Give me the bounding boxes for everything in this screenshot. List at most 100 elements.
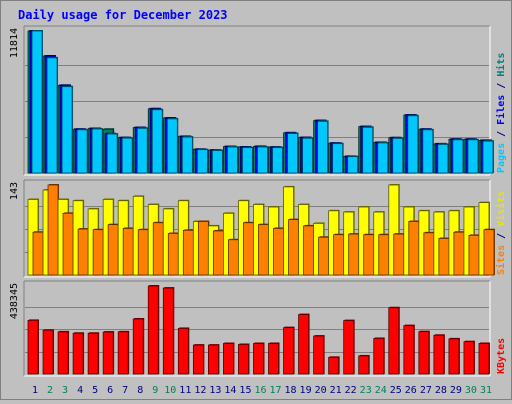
bar-sites bbox=[77, 228, 89, 276]
bar-kbytes bbox=[313, 335, 325, 375]
panel-kbytes: 438345 KBytes bbox=[9, 280, 507, 377]
bar-kbytes bbox=[328, 356, 340, 375]
bar-sites bbox=[92, 229, 104, 276]
x-tick-label: 31 bbox=[480, 385, 492, 396]
bar-pages bbox=[227, 146, 238, 174]
bar-kbytes bbox=[403, 325, 415, 375]
bar-kbytes bbox=[283, 327, 294, 375]
x-tick-label: 6 bbox=[107, 385, 113, 396]
panel-hits_files: 11814 Pages / Files / Hits bbox=[9, 25, 507, 176]
bar-kbytes bbox=[268, 343, 279, 375]
bar-kbytes bbox=[223, 343, 234, 375]
x-tick-label: 28 bbox=[435, 385, 447, 396]
bar-sites bbox=[47, 184, 59, 276]
bar-sites bbox=[333, 234, 345, 276]
bar-sites bbox=[423, 232, 435, 276]
bar-pages bbox=[136, 127, 148, 174]
bar-pages bbox=[166, 118, 178, 174]
bar-sites bbox=[167, 233, 179, 276]
bar-sites bbox=[197, 221, 209, 276]
bar-kbytes bbox=[162, 287, 174, 375]
x-tick-label: 18 bbox=[285, 385, 297, 396]
bar-kbytes bbox=[27, 319, 39, 375]
bar-pages bbox=[121, 137, 133, 174]
bar-pages bbox=[377, 142, 389, 174]
bar-pages bbox=[31, 30, 43, 174]
bar-kbytes bbox=[418, 331, 430, 375]
bar-sites bbox=[318, 236, 330, 276]
y-axis-max-label: 11814 bbox=[9, 28, 20, 58]
bar-sites bbox=[182, 229, 194, 276]
bar-kbytes bbox=[343, 320, 355, 375]
bar-pages bbox=[211, 150, 223, 174]
bar-sites bbox=[152, 222, 164, 276]
bar-kbytes bbox=[373, 338, 385, 375]
bar-pages bbox=[91, 128, 103, 174]
legend-label: Hits bbox=[495, 53, 507, 77]
bar-pages bbox=[482, 140, 494, 174]
bar-kbytes bbox=[117, 331, 129, 375]
legend-label: Sites bbox=[495, 245, 507, 275]
bar-pages bbox=[106, 133, 118, 174]
x-tick-label: 3 bbox=[62, 385, 68, 396]
bar-sites bbox=[137, 229, 149, 276]
bar-kbytes bbox=[298, 314, 309, 375]
x-tick-label: 29 bbox=[450, 385, 462, 396]
legend-hits_files: Pages / Files / Hits bbox=[495, 53, 507, 173]
bar-kbytes bbox=[147, 285, 159, 375]
chart-panels: 11814 Pages / Files / Hits 143 Sites / Visi… bbox=[9, 25, 507, 377]
bar-pages bbox=[196, 149, 208, 174]
bar-kbytes bbox=[238, 344, 249, 375]
bar-kbytes bbox=[463, 341, 475, 375]
legend-label: / bbox=[496, 227, 507, 245]
bar-pages bbox=[61, 86, 73, 174]
x-tick-label: 23 bbox=[360, 385, 372, 396]
bar-kbytes bbox=[192, 344, 204, 375]
bar-pages bbox=[347, 156, 359, 174]
bar-pages bbox=[272, 147, 283, 174]
x-tick-label: 19 bbox=[300, 385, 312, 396]
y-axis-max-label: 438345 bbox=[9, 283, 20, 319]
chart-title: Daily usage for December 2023 bbox=[18, 8, 228, 22]
bar-pages bbox=[332, 143, 344, 174]
bar-sites bbox=[408, 221, 420, 276]
bar-pages bbox=[452, 139, 464, 174]
legend-label: / bbox=[496, 125, 507, 143]
bar-sites bbox=[288, 219, 299, 276]
bar-pages bbox=[317, 120, 329, 174]
bar-sites bbox=[363, 234, 375, 276]
legend-label: Files bbox=[495, 95, 507, 125]
x-tick-label: 27 bbox=[420, 385, 432, 396]
bar-sites bbox=[483, 229, 495, 276]
bar-kbytes bbox=[388, 307, 400, 375]
x-tick-label: 17 bbox=[269, 385, 281, 396]
x-tick-label: 7 bbox=[122, 385, 128, 396]
y-axis-max-label: 143 bbox=[9, 182, 20, 200]
x-tick-label: 2 bbox=[47, 385, 53, 396]
bar-kbytes bbox=[132, 318, 144, 375]
legend-label: / bbox=[496, 77, 507, 95]
bar-pages bbox=[242, 147, 253, 174]
x-tick-label: 13 bbox=[209, 385, 221, 396]
bar-sites bbox=[212, 230, 224, 276]
bar-pages bbox=[407, 115, 419, 174]
bar-sites bbox=[273, 228, 284, 276]
legend-label: Pages bbox=[496, 143, 507, 173]
bar-kbytes bbox=[478, 343, 490, 375]
bar-sites bbox=[453, 231, 465, 276]
bar-kbytes bbox=[72, 332, 84, 375]
x-tick-label: 20 bbox=[315, 385, 327, 396]
bar-sites bbox=[303, 225, 314, 276]
x-tick-label: 5 bbox=[92, 385, 98, 396]
bar-sites bbox=[32, 231, 44, 276]
x-tick-label: 15 bbox=[239, 385, 251, 396]
legend-visits_sites: Sites / Visits bbox=[495, 191, 507, 275]
x-axis-labels: 1 2 3 4 5 6 7 8 9 10 11 12 13 14 15 16 17 18 19 20 21 22 23 24 2… bbox=[32, 385, 492, 396]
bar-pages bbox=[287, 133, 298, 174]
x-tick-label: 21 bbox=[330, 385, 342, 396]
bar-sites bbox=[348, 233, 360, 276]
bar-sites bbox=[438, 238, 450, 276]
legend-label: KBytes bbox=[496, 338, 507, 374]
x-tick-label: 12 bbox=[194, 385, 206, 396]
